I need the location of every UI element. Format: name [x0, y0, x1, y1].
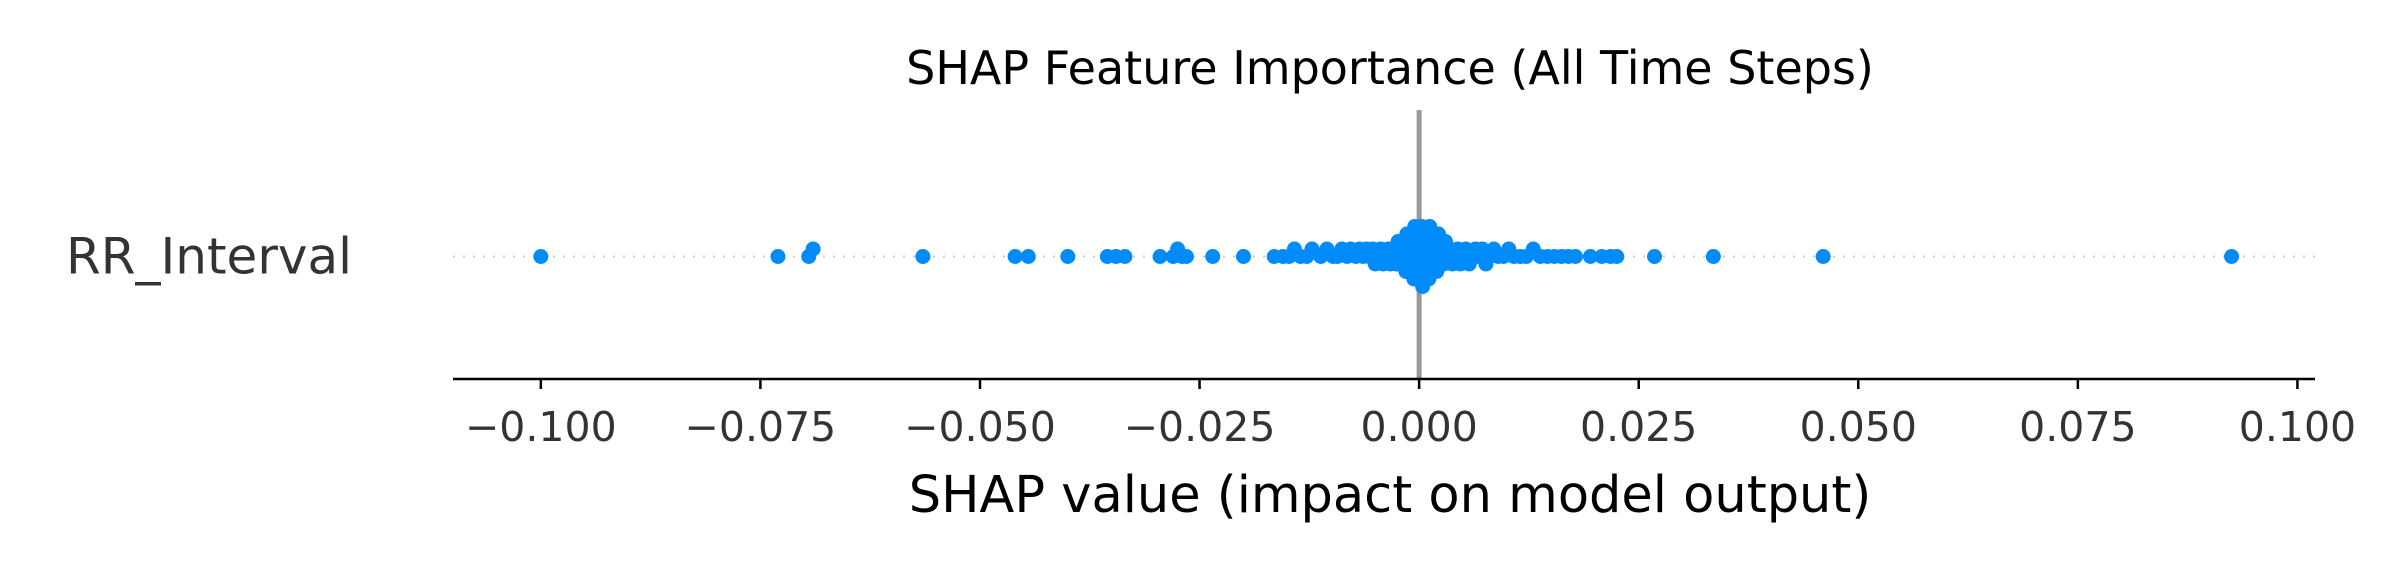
x-axis-title: SHAP value (impact on model output) — [909, 466, 1872, 525]
shap-point — [915, 249, 931, 264]
x-tick-label: −0.075 — [685, 403, 837, 451]
shap-point — [1582, 249, 1598, 264]
shap-point — [1007, 249, 1023, 264]
x-tick-label: 0.100 — [2239, 403, 2356, 451]
shap-point — [1020, 249, 1036, 264]
x-ticks-layer: −0.100 −0.075 −0.050 −0.025 0.000 0.025 0.050 0… — [465, 379, 2356, 451]
shap-point — [1609, 249, 1625, 264]
feature-label: RR_Interval — [66, 228, 352, 286]
shap-point — [1567, 249, 1583, 264]
shap-point — [1205, 249, 1221, 264]
points-layer — [533, 219, 2240, 294]
shap-point — [1815, 249, 1831, 264]
x-tick-label: −0.025 — [1124, 403, 1276, 451]
shap-point — [770, 249, 786, 264]
x-tick-label: −0.100 — [465, 403, 617, 451]
x-tick-label: 0.000 — [1360, 403, 1477, 451]
shap-point — [805, 241, 821, 257]
shap-point — [2224, 249, 2240, 264]
x-tick-label: 0.025 — [1580, 403, 1697, 451]
chart-title: SHAP Feature Importance (All Time Steps) — [906, 41, 1874, 95]
shap-point — [1117, 249, 1133, 264]
shap-point — [1178, 249, 1194, 264]
shap-point — [1152, 249, 1168, 264]
shap-point — [1647, 249, 1663, 264]
x-tick-label: 0.050 — [1800, 403, 1917, 451]
shap-point — [533, 249, 549, 264]
x-tick-label: 0.075 — [2019, 403, 2136, 451]
shap-point — [1705, 249, 1721, 264]
x-tick-label: −0.050 — [904, 403, 1056, 451]
shap-point — [1235, 249, 1251, 264]
shap-point — [1060, 249, 1076, 264]
